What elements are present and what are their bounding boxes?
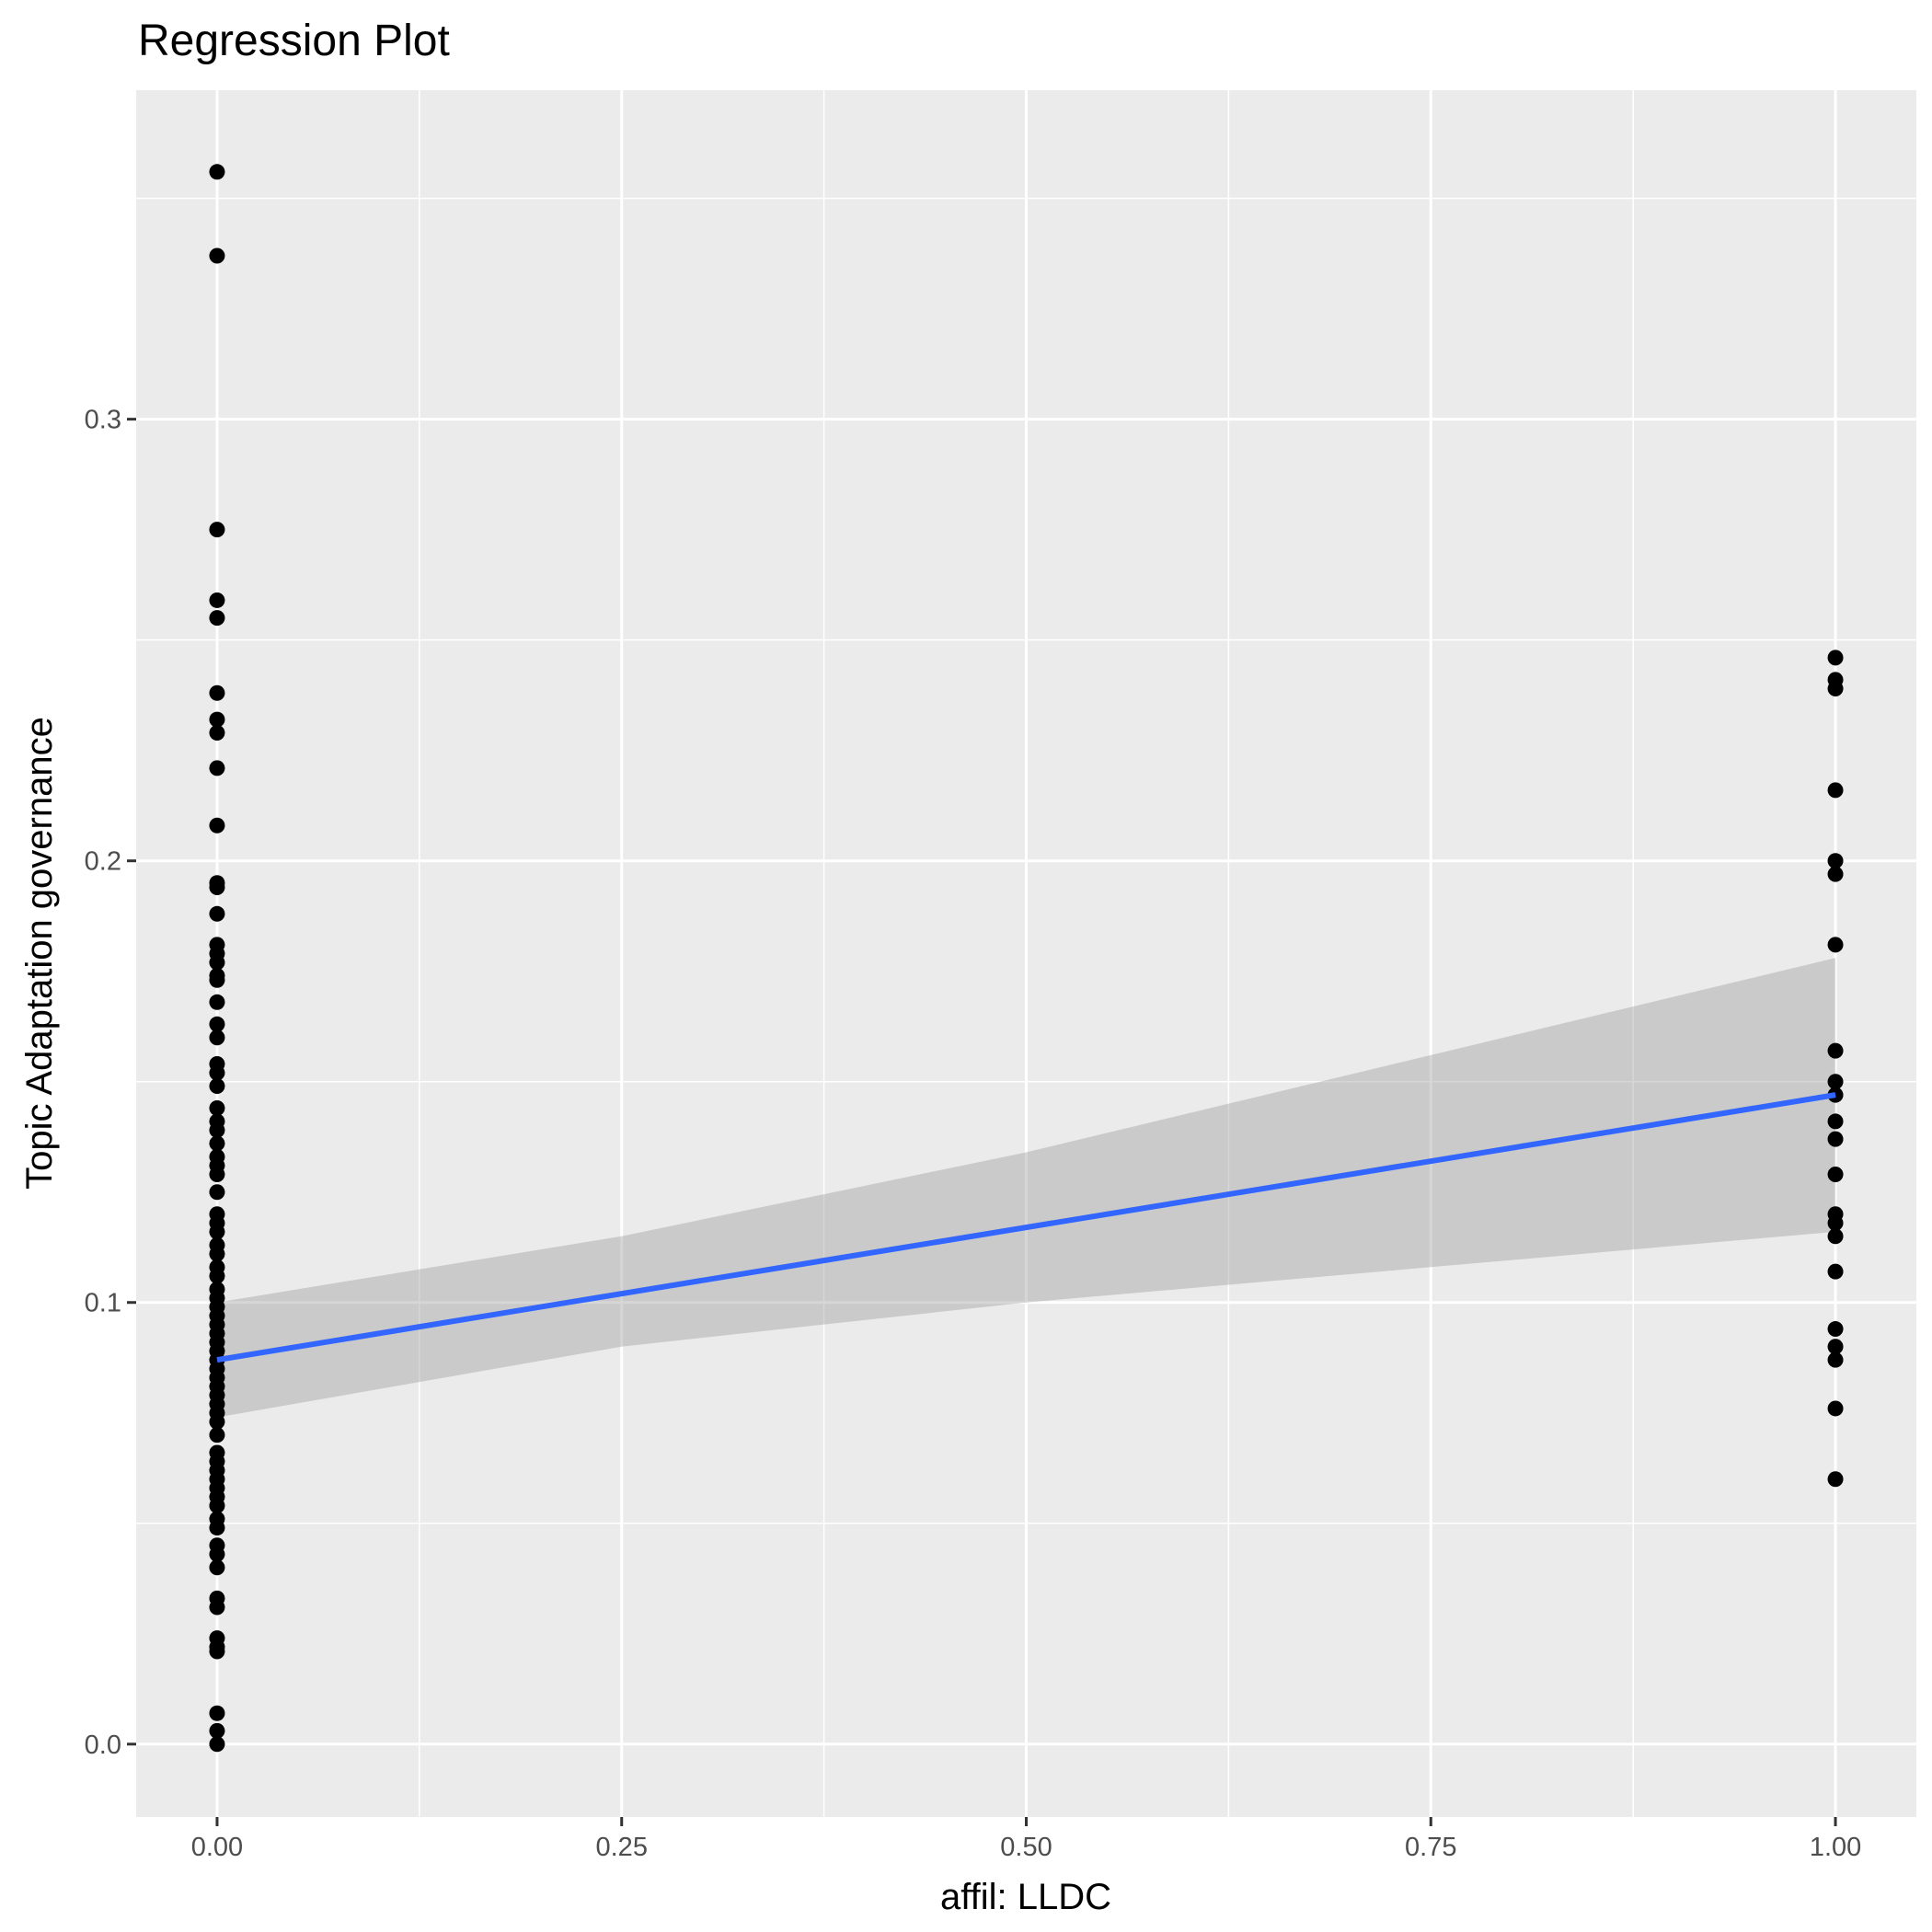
y-axis-title: Topic Adaptation governance <box>19 717 60 1190</box>
data-point <box>209 954 225 971</box>
data-point <box>209 1184 225 1201</box>
data-point <box>209 1705 225 1721</box>
data-point <box>1827 1263 1844 1280</box>
data-point <box>209 1078 225 1095</box>
data-point <box>209 522 225 538</box>
data-point <box>1827 1167 1844 1183</box>
x-tick-label: 0.25 <box>596 1833 648 1862</box>
y-tick-label: 0.1 <box>85 1289 121 1318</box>
data-point <box>1827 853 1844 869</box>
data-point <box>1827 1214 1844 1231</box>
data-point <box>209 1546 225 1562</box>
regression-line <box>216 1092 1836 1363</box>
data-point <box>209 1559 225 1576</box>
x-axis-title: affil: LLDC <box>940 1877 1111 1917</box>
y-tick-label: 0.0 <box>85 1731 121 1760</box>
data-point <box>1827 1113 1844 1130</box>
data-point <box>1827 1339 1844 1355</box>
data-point <box>209 1122 225 1139</box>
data-point <box>1827 1471 1844 1488</box>
data-point <box>209 1736 225 1753</box>
data-point <box>1827 1400 1844 1417</box>
data-point <box>1827 1228 1844 1245</box>
x-tick-label: 0.00 <box>191 1833 243 1862</box>
x-axis: 0.00 0.25 0.50 0.75 1.00 <box>191 1817 1861 1862</box>
y-axis: 0.0 0.1 0.2 0.3 <box>85 406 136 1760</box>
grid-major <box>136 90 1916 1817</box>
data-point <box>209 610 225 627</box>
data-point <box>209 592 225 608</box>
y-tick-label: 0.2 <box>85 847 121 877</box>
data-point <box>209 1268 225 1284</box>
y-tick-label: 0.3 <box>85 406 121 435</box>
data-point <box>209 1722 225 1739</box>
data-point <box>209 1427 225 1443</box>
data-point <box>209 1224 225 1240</box>
data-point <box>209 1643 225 1660</box>
data-point <box>1827 1131 1844 1147</box>
data-point <box>1827 782 1844 799</box>
data-point <box>1827 866 1844 882</box>
data-point <box>209 1016 225 1032</box>
data-point <box>209 1246 225 1262</box>
data-point <box>209 972 225 988</box>
chart-title: Regression Plot <box>138 17 450 65</box>
data-point <box>1827 1321 1844 1338</box>
data-point <box>209 724 225 741</box>
scatter-points <box>209 164 1844 1753</box>
data-point <box>209 879 225 895</box>
data-point <box>209 1100 225 1117</box>
data-point <box>1827 1351 1844 1368</box>
x-tick-label: 1.00 <box>1810 1833 1861 1862</box>
data-point <box>1827 680 1844 696</box>
data-point <box>1827 650 1844 666</box>
data-point <box>1827 937 1844 953</box>
data-point <box>209 1520 225 1536</box>
data-point <box>209 905 225 922</box>
data-point <box>209 1498 225 1514</box>
data-point <box>209 711 225 728</box>
data-point <box>209 1064 225 1081</box>
data-point <box>209 164 225 180</box>
data-point <box>209 1413 225 1430</box>
data-point <box>1827 1042 1844 1059</box>
data-point <box>209 684 225 701</box>
data-point <box>209 1599 225 1616</box>
x-tick-label: 0.75 <box>1405 1833 1456 1862</box>
data-point <box>209 247 225 264</box>
data-point <box>209 1167 225 1183</box>
data-point <box>209 1029 225 1046</box>
data-point <box>209 760 225 776</box>
x-tick-label: 0.50 <box>1000 1833 1052 1862</box>
data-point <box>209 994 225 1010</box>
confidence-band <box>217 958 1835 1418</box>
data-point <box>1827 1074 1844 1090</box>
data-point <box>209 1135 225 1152</box>
data-point <box>209 817 225 834</box>
